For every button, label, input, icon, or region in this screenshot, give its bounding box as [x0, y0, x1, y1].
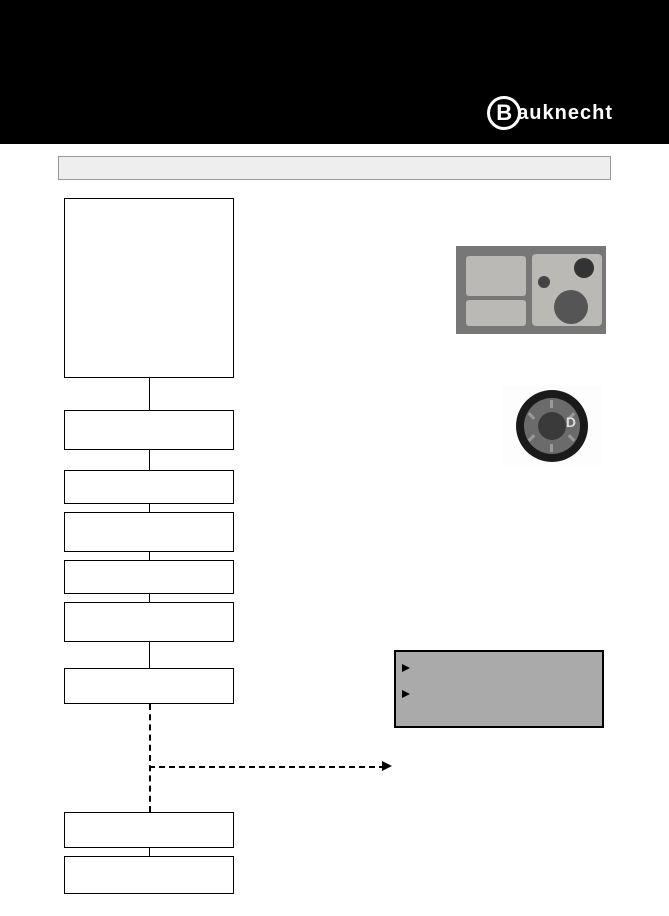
dashed-arrow-icon	[382, 761, 392, 771]
brand-logo: B auknecht	[487, 96, 613, 130]
arrow-right-icon	[402, 690, 410, 698]
flow-box-1	[64, 410, 234, 450]
connector	[149, 642, 150, 668]
connector	[149, 504, 150, 512]
ring-tick	[568, 434, 576, 442]
connector	[149, 378, 150, 410]
photo-shape	[574, 258, 594, 278]
photo-shape	[466, 256, 526, 296]
dashed-connector-horizontal	[149, 766, 385, 768]
flow-box-6	[64, 668, 234, 704]
connector	[149, 594, 150, 602]
flow-box-7	[64, 812, 234, 848]
photo-label-d: D	[566, 414, 576, 430]
ring-tick	[528, 434, 536, 442]
connector	[149, 450, 150, 470]
component-photo-1	[456, 246, 606, 334]
photo-shape	[466, 300, 526, 326]
connector	[149, 552, 150, 560]
ring-tick	[550, 400, 553, 408]
connector	[149, 848, 150, 856]
logo-letter: B	[496, 100, 512, 126]
logo-circle: B	[487, 96, 521, 130]
ring-mid: D	[524, 398, 580, 454]
flow-box-8	[64, 856, 234, 894]
ring-outer: D	[516, 390, 588, 462]
ring-inner	[538, 412, 566, 440]
dashed-connector-vertical	[149, 704, 151, 812]
flowchart-diagram: D	[58, 186, 611, 906]
content-area: D	[0, 156, 669, 916]
component-photo-2: D	[502, 386, 602, 466]
ring-tick	[528, 412, 536, 420]
flow-box-3	[64, 512, 234, 552]
ring-tick	[550, 444, 553, 452]
flow-box-4	[64, 560, 234, 594]
title-bar	[58, 156, 611, 180]
photo-shape	[554, 290, 588, 324]
logo-text: auknecht	[517, 102, 613, 125]
arrow-right-icon	[402, 664, 410, 672]
flow-box-5	[64, 602, 234, 642]
logo-wrap: B auknecht	[487, 96, 613, 130]
header-bar: B auknecht	[0, 0, 669, 144]
flow-box-2	[64, 470, 234, 504]
flow-box-start	[64, 198, 234, 378]
photo-shape	[538, 276, 550, 288]
highlight-box	[394, 650, 604, 728]
